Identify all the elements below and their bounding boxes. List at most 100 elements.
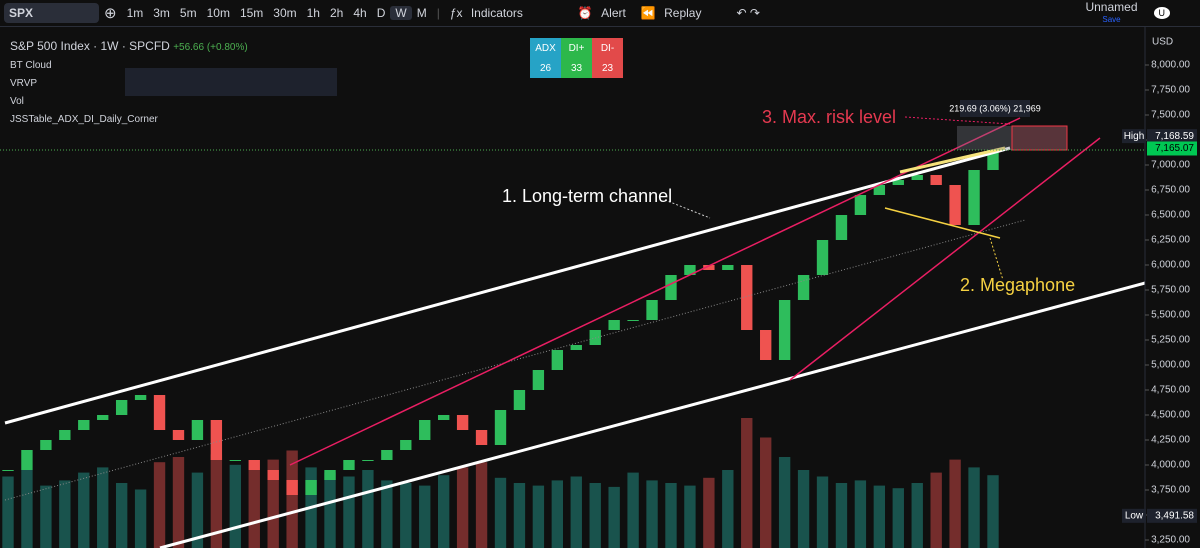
layout[interactable]: Unnamed Save: [1075, 0, 1147, 25]
drawing-toolbar: [125, 68, 337, 96]
volume-bar: [987, 475, 999, 548]
volume-bar: [153, 462, 166, 548]
volume-bar: [589, 483, 601, 548]
candle: [78, 420, 90, 430]
legend-change: +56.66 (+0.80%): [173, 42, 248, 53]
candle: [400, 440, 412, 450]
y-tick-label: 6,750.00: [1151, 185, 1190, 196]
candle: [551, 350, 564, 370]
adx-value: 33: [561, 58, 592, 78]
candle: [191, 420, 204, 440]
layout-name: Unnamed: [1085, 0, 1138, 14]
volume-bar: [324, 472, 336, 548]
candle: [873, 185, 886, 195]
candle: [760, 330, 772, 360]
candle: [324, 470, 336, 480]
candle: [646, 300, 658, 320]
save[interactable]: Save: [1102, 14, 1121, 24]
price-label: 7,165.07: [1155, 143, 1194, 154]
volume-bar: [570, 476, 582, 548]
volume-bar: [854, 480, 867, 548]
candle: [134, 395, 147, 400]
volume-bar: [930, 472, 942, 548]
legend-indicator[interactable]: JSSTable_ADX_DI_Daily_Corner: [10, 114, 158, 125]
replay[interactable]: ⏪ Replay: [636, 6, 712, 20]
volume-bar: [248, 470, 260, 548]
interval[interactable]: 4h: [353, 6, 367, 20]
volume-bar: [722, 470, 734, 548]
symbol[interactable]: SPX: [4, 3, 99, 23]
candle: [381, 450, 393, 460]
candle: [741, 265, 753, 330]
y-tick-label: 4,500.00: [1151, 410, 1190, 421]
currency[interactable]: USD: [1152, 37, 1173, 48]
risk-box: [1011, 125, 1068, 151]
volume-bar: [400, 483, 412, 548]
candle: [778, 300, 791, 360]
interval[interactable]: 1h: [306, 6, 320, 20]
volume-bar: [381, 480, 393, 548]
alert-label: Alert: [601, 6, 626, 20]
volume-bar: [816, 476, 829, 548]
annotation: 2. Megaphone: [960, 275, 1075, 295]
interval[interactable]: 3m: [153, 6, 170, 20]
price-label: 7,168.59: [1155, 131, 1194, 142]
candle: [816, 240, 829, 275]
volume-bar: [59, 480, 71, 548]
volume-bar: [267, 459, 279, 548]
interval[interactable]: 2h: [329, 6, 344, 20]
indicators[interactable]: ƒx Indicators: [445, 6, 533, 20]
interval[interactable]: 5m: [179, 6, 197, 20]
candle: [532, 370, 545, 390]
candle: [115, 400, 128, 415]
adx-table: ADX DI+ DI- 26 33 23: [530, 38, 623, 78]
pink-line: [789, 137, 1101, 381]
y-tick-label: 7,000.00: [1151, 160, 1190, 171]
interval[interactable]: M: [416, 6, 427, 20]
volume-bar: [835, 483, 848, 548]
volume-bar: [703, 477, 715, 548]
interval[interactable]: 15m: [239, 6, 264, 20]
candle: [930, 175, 942, 185]
volume-bar: [608, 486, 620, 548]
interval[interactable]: W: [390, 6, 412, 20]
adx-header: DI-: [592, 38, 623, 58]
candle: [343, 460, 355, 470]
legend-indicator[interactable]: VRVP: [10, 78, 38, 89]
candle: [665, 275, 677, 300]
price-label-box: [1147, 141, 1197, 156]
adx-value: 26: [530, 58, 561, 78]
interval[interactable]: D: [376, 6, 386, 20]
legend-indicator[interactable]: BT Cloud: [10, 60, 52, 71]
interval[interactable]: 1m: [126, 6, 144, 20]
y-tick-label: 4,250.00: [1151, 435, 1190, 446]
candle: [684, 265, 696, 275]
y-tick-label: 8,000.00: [1151, 60, 1190, 71]
volume-bar: [968, 467, 980, 548]
candle: [59, 430, 71, 440]
candle: [21, 450, 33, 470]
indicators-label: Indicators: [470, 6, 523, 20]
adx-header: DI+: [561, 38, 592, 58]
add[interactable]: ⊕: [104, 5, 117, 22]
legend-indicator[interactable]: Vol: [10, 96, 24, 107]
y-tick-label: 3,750.00: [1151, 485, 1190, 496]
candle: [722, 265, 734, 270]
candle: [968, 170, 980, 225]
candle: [229, 460, 241, 461]
volume-bar: [760, 437, 772, 548]
volume-bar: [419, 485, 431, 548]
undo[interactable]: ↶ ↷: [736, 6, 760, 20]
volume-bar: [684, 485, 696, 548]
candle: [153, 395, 166, 430]
price-label-name: Low: [1125, 510, 1144, 521]
candle: [911, 175, 923, 180]
price-label-name-box: [1122, 129, 1146, 144]
alert[interactable]: ⏰ Alert: [573, 6, 636, 20]
legend-title-row: S&P 500 Index · 1W · SPCFD +56.66 (+0.80…: [10, 37, 248, 57]
leader: [904, 116, 1011, 125]
volume-bar: [475, 462, 488, 548]
interval[interactable]: 30m: [273, 6, 297, 20]
user[interactable]: U: [1153, 7, 1170, 19]
interval[interactable]: 10m: [206, 6, 230, 20]
